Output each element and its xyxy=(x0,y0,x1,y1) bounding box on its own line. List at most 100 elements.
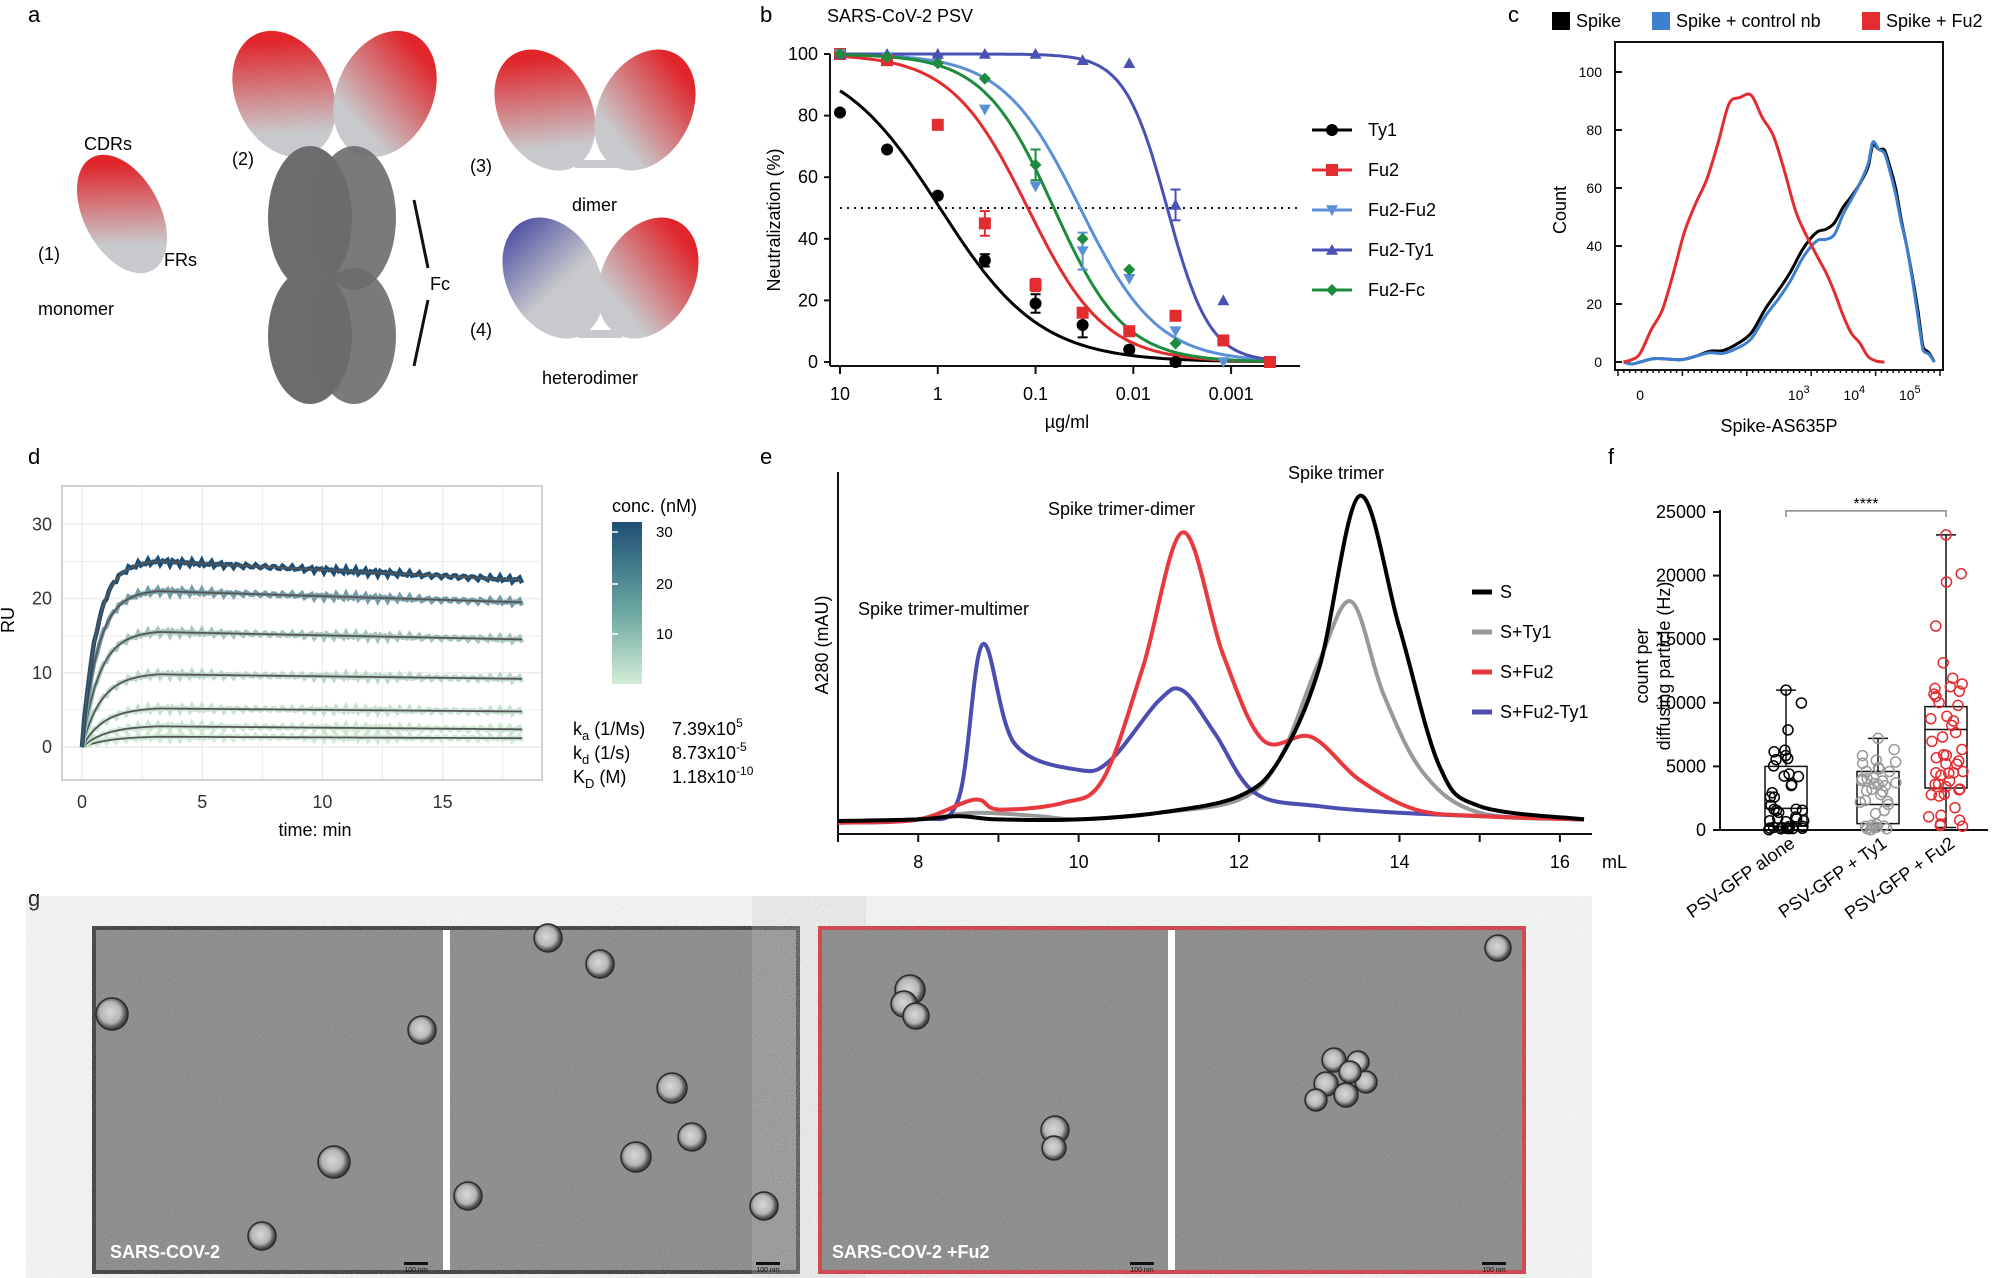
chart-b-legend: Ty1 Fu2 Fu2-Fu2 Fu2-Ty1 Fu2-Fc xyxy=(1312,120,1436,300)
x-tick-label: 15 xyxy=(433,792,453,812)
data-point xyxy=(1952,699,1964,712)
chart-b-x-label: µg/ml xyxy=(1045,412,1089,432)
histogram-Spike xyxy=(1623,142,1936,366)
y-tick-label: 20000 xyxy=(1656,566,1706,586)
virion xyxy=(749,1191,779,1221)
data-point-Fu2 xyxy=(1123,325,1136,338)
data-point xyxy=(1929,682,1941,695)
x-tick-label: 0.01 xyxy=(1116,384,1151,404)
x-tick-label: 10 xyxy=(830,384,850,404)
kd-label: kd (1/s) xyxy=(573,743,630,767)
data-point-Fu2-Fu2 xyxy=(978,104,991,116)
data-point-Fu2-Fc xyxy=(1123,263,1136,276)
svg-text:100 nm: 100 nm xyxy=(756,1267,780,1274)
data-point-Ty1 xyxy=(1076,319,1089,332)
data-point xyxy=(1767,760,1780,772)
virion xyxy=(902,1002,930,1030)
fc-bracket-line xyxy=(412,199,430,269)
legend-label: Fu2-Fu2 xyxy=(1368,200,1436,220)
y-tick-label: 0 xyxy=(42,737,52,757)
cdrs-label: CDRs xyxy=(84,134,132,154)
legend-label: S+Fu2 xyxy=(1500,662,1554,682)
data-point-Fu2-Ty1 xyxy=(1123,57,1136,69)
data-point-Fu2-Fc xyxy=(1169,337,1182,350)
legend-label: Spike + Fu2 xyxy=(1886,11,1983,31)
dimer-right-shape xyxy=(594,49,696,171)
data-point-Fu2-Fu2 xyxy=(1076,246,1089,258)
legend-swatch xyxy=(1652,12,1670,30)
virion xyxy=(533,923,563,953)
data-point xyxy=(1925,713,1937,725)
y-tick-label: 100 xyxy=(1579,64,1603,80)
data-point xyxy=(1880,822,1893,835)
kinetics-constants: ka (1/Ms) 7.39x105 kd (1/s) 8.73x10-5 KD… xyxy=(573,716,754,791)
legend-marker xyxy=(1326,124,1338,136)
data-point xyxy=(1883,765,1896,778)
label-4: (4) xyxy=(470,320,492,340)
chart-c-y-ticks: 0 20 40 60 80 100 xyxy=(1579,64,1622,370)
heterodimer-linker xyxy=(578,330,622,338)
virion xyxy=(1333,1082,1359,1108)
panel-letter-b: b xyxy=(760,2,772,27)
data-point xyxy=(1925,789,1938,801)
em-divider xyxy=(443,930,450,1270)
fit-curve-Fu2-Ty1 xyxy=(839,52,1271,362)
data-point xyxy=(1878,804,1891,817)
data-point xyxy=(1780,684,1792,696)
virion xyxy=(453,1181,483,1211)
chart-e-curves xyxy=(837,493,1585,825)
histogram-Spike + Fu2 xyxy=(1623,92,1885,364)
data-point-Fu2-Ty1 xyxy=(1169,198,1182,210)
svg-text:100 nm: 100 nm xyxy=(404,1267,428,1274)
legend-label: Spike + control nb xyxy=(1676,11,1821,31)
x-tick-label: 8 xyxy=(913,852,923,872)
data-point xyxy=(1775,823,1787,835)
em-label-left: SARS-COV-2 xyxy=(110,1242,220,1262)
virion xyxy=(656,1072,688,1104)
data-point xyxy=(1770,753,1782,766)
chart-e-x-ticks: 8 10 12 14 16 xyxy=(837,834,1570,872)
data-point xyxy=(1930,620,1942,632)
annotation-trimer-multimer: Spike trimer-multimer xyxy=(858,599,1029,619)
virion xyxy=(620,1141,652,1173)
heterodimer-right-shape xyxy=(597,217,699,339)
colorbar-title: conc. (nM) xyxy=(612,496,697,516)
chart-b-y-label: Neutralization (%) xyxy=(764,148,784,291)
significance-stars: **** xyxy=(1854,496,1879,513)
data-point xyxy=(1946,672,1959,684)
data-point xyxy=(1870,754,1883,766)
ka-value: 7.39x105 xyxy=(672,716,743,739)
legend-label: Fu2-Ty1 xyxy=(1368,240,1434,260)
chart-d-x-ticks: 0 5 10 15 xyxy=(77,792,453,812)
fit-curve-15nM xyxy=(81,590,523,748)
data-point xyxy=(1889,756,1902,768)
data-point xyxy=(1780,749,1792,762)
x-tick-label: 5 xyxy=(197,792,207,812)
fit-curve-0.94nM xyxy=(81,725,522,748)
data-point xyxy=(1953,784,1965,796)
data-point xyxy=(1934,819,1947,832)
y-tick-label: 10 xyxy=(32,663,52,683)
panel-a: a CDRs FRs (1) monomer (2) Fc (3) dimer … xyxy=(28,2,699,404)
data-point-Fu2-Ty1 xyxy=(978,48,991,59)
heterodimer-left-shape xyxy=(502,217,604,339)
data-point-Fu2-Fc xyxy=(931,57,944,70)
virion xyxy=(585,949,615,979)
legend-marker xyxy=(1326,284,1338,296)
legend-swatch xyxy=(1552,12,1570,30)
data-point xyxy=(1930,690,1942,703)
data-point xyxy=(1882,798,1895,811)
chromatogram-S xyxy=(837,493,1585,823)
data-point xyxy=(1771,812,1784,825)
data-point xyxy=(1867,772,1880,784)
data-point xyxy=(1763,823,1775,836)
x-tick-label: 103 xyxy=(1788,384,1810,403)
data-point xyxy=(1786,822,1799,835)
fc-domain-shape xyxy=(312,268,396,404)
label-2: (2) xyxy=(232,149,254,169)
panel-d: d RU time: min 0 10 20 30 0 5 10 15 conc. (nM)… xyxy=(0,444,754,840)
ka-label: ka (1/Ms) xyxy=(573,719,645,743)
histogram-Spike + control nb xyxy=(1623,140,1936,366)
data-point xyxy=(1786,778,1798,791)
